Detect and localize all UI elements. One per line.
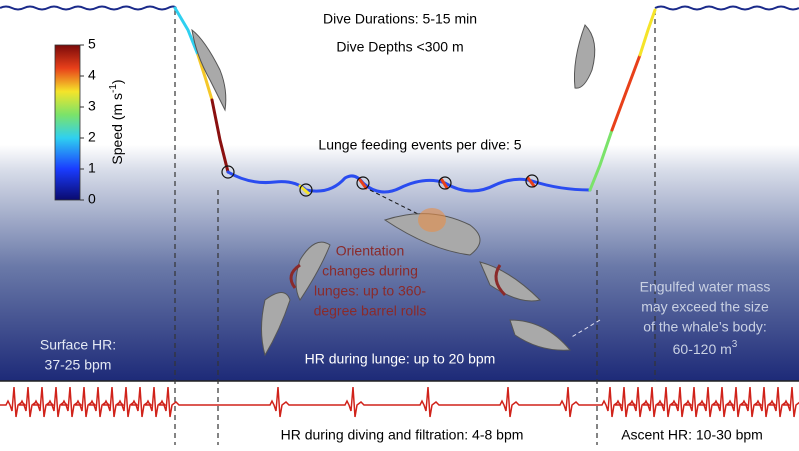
lunge-markers — [221, 165, 539, 197]
colorbar-label: Speed (m s-1) — [108, 79, 125, 164]
orientation: Orientation changes during lunges: up to… — [314, 243, 427, 319]
engulfed: Engulfed water mass may exceed the size … — [640, 279, 771, 357]
orientation-line: lunges: up to 360- — [314, 283, 426, 299]
engulfed-value: 60-120 m3 — [673, 339, 738, 357]
dive-durations: Dive Durations: 5-15 min — [323, 11, 477, 27]
prey — [418, 208, 446, 232]
engulfed-line: of the whale’s body: — [643, 319, 767, 335]
pointer — [569, 319, 601, 339]
dive-depths: Dive Depths <300 m — [336, 39, 463, 55]
colorbar-ticks: 0 1 2 3 4 5 — [80, 36, 96, 207]
ascent-hr: Ascent HR: 10-30 bpm — [621, 427, 763, 443]
orientation-line: changes during — [322, 263, 418, 279]
ocean — [0, 0, 799, 381]
whales — [191, 24, 596, 357]
colorbar-tick-label: 5 — [88, 36, 96, 52]
dive-track — [173, 6, 657, 195]
surface-hr-line: 37-25 bpm — [45, 357, 112, 373]
orientation-line: Orientation — [336, 243, 404, 259]
roll-arrows — [289, 263, 507, 297]
lunge-hr: HR during lunge: up to 20 bpm — [305, 351, 496, 367]
colorbar-tick-label: 4 — [88, 67, 96, 83]
ecg-trace — [0, 386, 799, 418]
lunge-events: Lunge feeding events per dive: 5 — [318, 137, 521, 153]
surface-hr-line: Surface HR: — [40, 337, 116, 353]
surface-right — [654, 5, 799, 11]
surface-left — [0, 5, 177, 11]
orientation-line: degree barrel rolls — [314, 303, 427, 319]
colorbar-tick-label: 2 — [88, 129, 96, 145]
colorbar-tick-label: 3 — [88, 98, 96, 114]
diving-hr: HR during diving and filtration: 4-8 bpm — [281, 427, 524, 443]
pointer — [369, 189, 421, 216]
engulfed-line: Engulfed water mass — [640, 279, 771, 295]
surface-hr: Surface HR: 37-25 bpm — [40, 337, 116, 373]
engulfed-line: may exceed the size — [641, 299, 769, 315]
colorbar-tick-label: 1 — [88, 160, 96, 176]
colorbar-tick-label: 0 — [88, 191, 96, 207]
colorbar — [54, 44, 81, 201]
